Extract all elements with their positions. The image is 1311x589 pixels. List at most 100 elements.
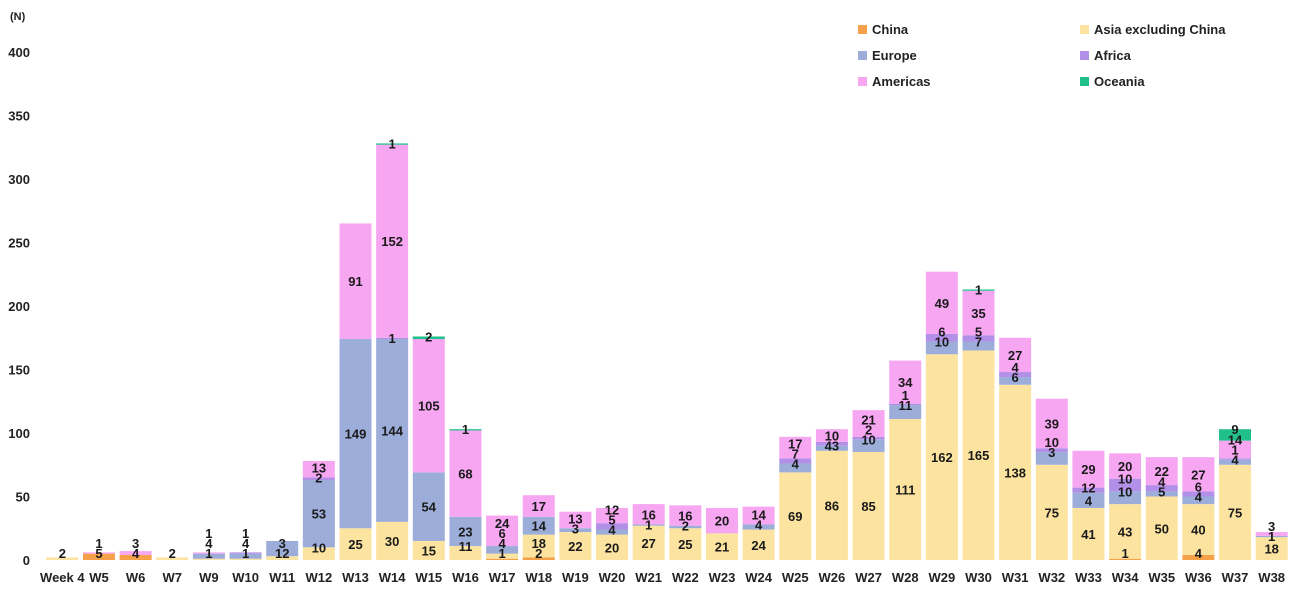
- bar-americas-w37: [1219, 440, 1252, 459]
- data-label: 149: [345, 427, 367, 442]
- bar-asia-excluding-china-w34: [1109, 504, 1142, 559]
- data-label: 35: [971, 306, 985, 321]
- bar-americas-w25: [779, 436, 812, 459]
- bar-americas-w17: [486, 515, 519, 547]
- bar-africa-w14: [376, 337, 409, 340]
- bar-europe-w35: [1145, 491, 1178, 497]
- legend: China Asia excluding China Europe Africa Ame…: [858, 22, 1226, 89]
- bar-americas-w26: [815, 429, 848, 442]
- bar-asia-excluding-china-w11: [266, 556, 299, 560]
- data-label: 13: [312, 460, 326, 475]
- bar-americas-w6: [119, 551, 152, 555]
- x-tick-label: W36: [1185, 570, 1212, 585]
- bar-africa-w20: [596, 523, 629, 530]
- data-label: 20: [605, 540, 619, 555]
- x-tick-label: W33: [1075, 570, 1102, 585]
- x-tick-label: W23: [709, 570, 736, 585]
- bar-asia-excluding-china-w38: [1255, 537, 1288, 560]
- bar-americas-w34: [1109, 453, 1142, 479]
- bar-americas-w38: [1255, 532, 1288, 536]
- bar-asia-excluding-china-w10: [229, 558, 262, 560]
- bar-asia-excluding-china-w16: [449, 546, 482, 560]
- x-tick-label: W31: [1002, 570, 1029, 585]
- bar-europe-w11: [266, 540, 299, 557]
- data-label: 41: [1081, 527, 1095, 542]
- bar-asia-excluding-china-w19: [559, 532, 592, 560]
- bar-asia-excluding-china-w17: [486, 553, 519, 559]
- bar-africa-w33: [1072, 487, 1105, 493]
- data-label: 6: [498, 526, 505, 541]
- data-label: 12: [1081, 481, 1095, 496]
- bar-europe-w22: [669, 525, 702, 529]
- bar-china-w18: [522, 557, 555, 560]
- data-label: 39: [1045, 416, 1059, 431]
- bar-oceania-w37: [1219, 429, 1252, 441]
- bars: [46, 143, 1288, 560]
- bar-americas-w31: [999, 337, 1032, 373]
- y-tick-label: 250: [8, 236, 30, 251]
- bar-africa-w31: [999, 372, 1032, 378]
- x-tick-label: W16: [452, 570, 479, 585]
- data-label: 18: [1264, 542, 1278, 557]
- bar-americas-w19: [559, 511, 592, 529]
- data-label: 1: [1231, 443, 1238, 458]
- bar-europe-w30: [962, 341, 995, 351]
- data-label: 15: [422, 543, 436, 558]
- data-label: 3: [132, 536, 139, 551]
- legend-item-americas: Americas: [858, 74, 931, 89]
- data-label: 1: [462, 422, 469, 437]
- data-label: 43: [825, 439, 839, 454]
- data-label: 1: [389, 331, 396, 346]
- data-label: 27: [1008, 348, 1022, 363]
- bar-americas-w28: [889, 360, 922, 404]
- x-tick-label: Week 4: [40, 570, 85, 585]
- data-label: 3: [572, 521, 579, 536]
- bar-asia-excluding-china-week-4: [46, 557, 79, 560]
- data-label: 7: [975, 335, 982, 350]
- bar-americas-w16: [449, 430, 482, 517]
- bar-asia-excluding-china-w31: [999, 384, 1032, 560]
- bar-africa-w10: [229, 552, 262, 554]
- x-tick-label: W10: [232, 570, 259, 585]
- bar-asia-excluding-china-w21: [632, 525, 665, 560]
- data-label: 3: [1268, 519, 1275, 534]
- x-tick-label: W19: [562, 570, 589, 585]
- data-label: 23: [458, 524, 472, 539]
- bar-asia-excluding-china-w32: [1035, 464, 1068, 560]
- data-label: 1: [205, 546, 212, 561]
- bar-oceania-w16: [449, 429, 482, 431]
- bar-asia-excluding-china-w24: [742, 529, 775, 560]
- data-label: 1: [242, 546, 249, 561]
- x-tick-label: W24: [745, 570, 773, 585]
- bar-americas-w23: [705, 507, 738, 534]
- x-tick-label: W6: [126, 570, 146, 585]
- y-tick-label: 100: [8, 426, 30, 441]
- data-label: 6: [938, 325, 945, 340]
- bar-europe-w29: [925, 341, 958, 355]
- data-label: 4: [1231, 453, 1239, 468]
- data-label: 34: [898, 375, 913, 390]
- x-tick-label: W22: [672, 570, 699, 585]
- data-label: 1: [95, 536, 102, 551]
- bar-africa-w36: [1182, 491, 1215, 497]
- data-label: 4: [1012, 360, 1020, 375]
- bar-americas-w21: [632, 504, 665, 525]
- data-label: 91: [348, 274, 362, 289]
- bar-africa-w29: [925, 333, 958, 342]
- x-tick-label: W30: [965, 570, 992, 585]
- x-tick-label: W17: [489, 570, 516, 585]
- bar-europe-w26: [815, 445, 848, 451]
- bar-europe-w15: [412, 472, 445, 541]
- data-label: 14: [532, 519, 547, 534]
- data-label: 22: [1155, 464, 1169, 479]
- data-label: 162: [931, 450, 953, 465]
- x-tick-label: W11: [269, 570, 295, 585]
- x-tick-label: W21: [635, 570, 662, 585]
- legend-label: Oceania: [1094, 74, 1145, 89]
- data-label: 3: [279, 536, 286, 551]
- bar-asia-excluding-china-w29: [925, 354, 958, 560]
- data-label: 2: [865, 422, 872, 437]
- bar-americas-w36: [1182, 457, 1215, 492]
- data-label: 4: [205, 536, 213, 551]
